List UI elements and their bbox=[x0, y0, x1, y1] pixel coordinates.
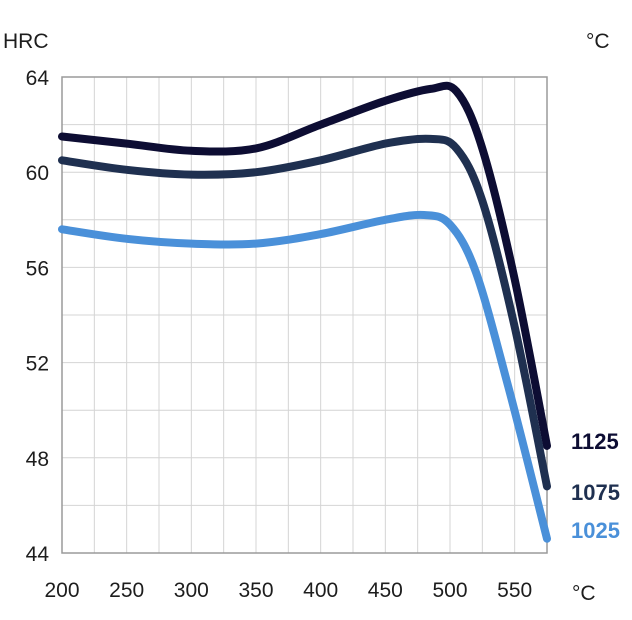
y-tick-label: 56 bbox=[26, 257, 49, 280]
x-tick-label: 250 bbox=[109, 579, 144, 602]
y-axis-title: HRC bbox=[3, 30, 49, 53]
y-tick-label: 48 bbox=[26, 448, 49, 471]
axis-labels: HRC °C °C 200 250 300 350 400 450 500 550 44 48 52… bbox=[3, 30, 610, 605]
series-label-1025: 1025 bbox=[571, 518, 620, 543]
x-tick-label: 550 bbox=[497, 579, 532, 602]
series-curves bbox=[58, 81, 551, 543]
top-right-unit: °C bbox=[586, 30, 610, 53]
plot-frame bbox=[61, 76, 548, 554]
x-tick-label: 200 bbox=[44, 579, 79, 602]
x-tick-label: 300 bbox=[174, 579, 209, 602]
grid-lines bbox=[62, 76, 547, 554]
series-label-1075: 1075 bbox=[571, 480, 620, 505]
series-line-1025 bbox=[58, 210, 551, 543]
x-tick-label: 450 bbox=[368, 579, 403, 602]
x-tick-label: 350 bbox=[238, 579, 273, 602]
series-legend: 1125 1075 1025 bbox=[571, 429, 620, 543]
x-tick-label: 400 bbox=[303, 579, 338, 602]
y-tick-label: 44 bbox=[26, 543, 50, 566]
series-line-1075 bbox=[58, 134, 551, 491]
series-label-1125: 1125 bbox=[571, 429, 619, 454]
y-tick-label: 60 bbox=[26, 162, 49, 185]
y-tick-label: 64 bbox=[26, 67, 50, 90]
x-tick-label: 500 bbox=[432, 579, 467, 602]
x-axis-unit: °C bbox=[572, 582, 596, 605]
y-tick-label: 52 bbox=[26, 353, 49, 376]
series-line-1125 bbox=[58, 81, 551, 450]
